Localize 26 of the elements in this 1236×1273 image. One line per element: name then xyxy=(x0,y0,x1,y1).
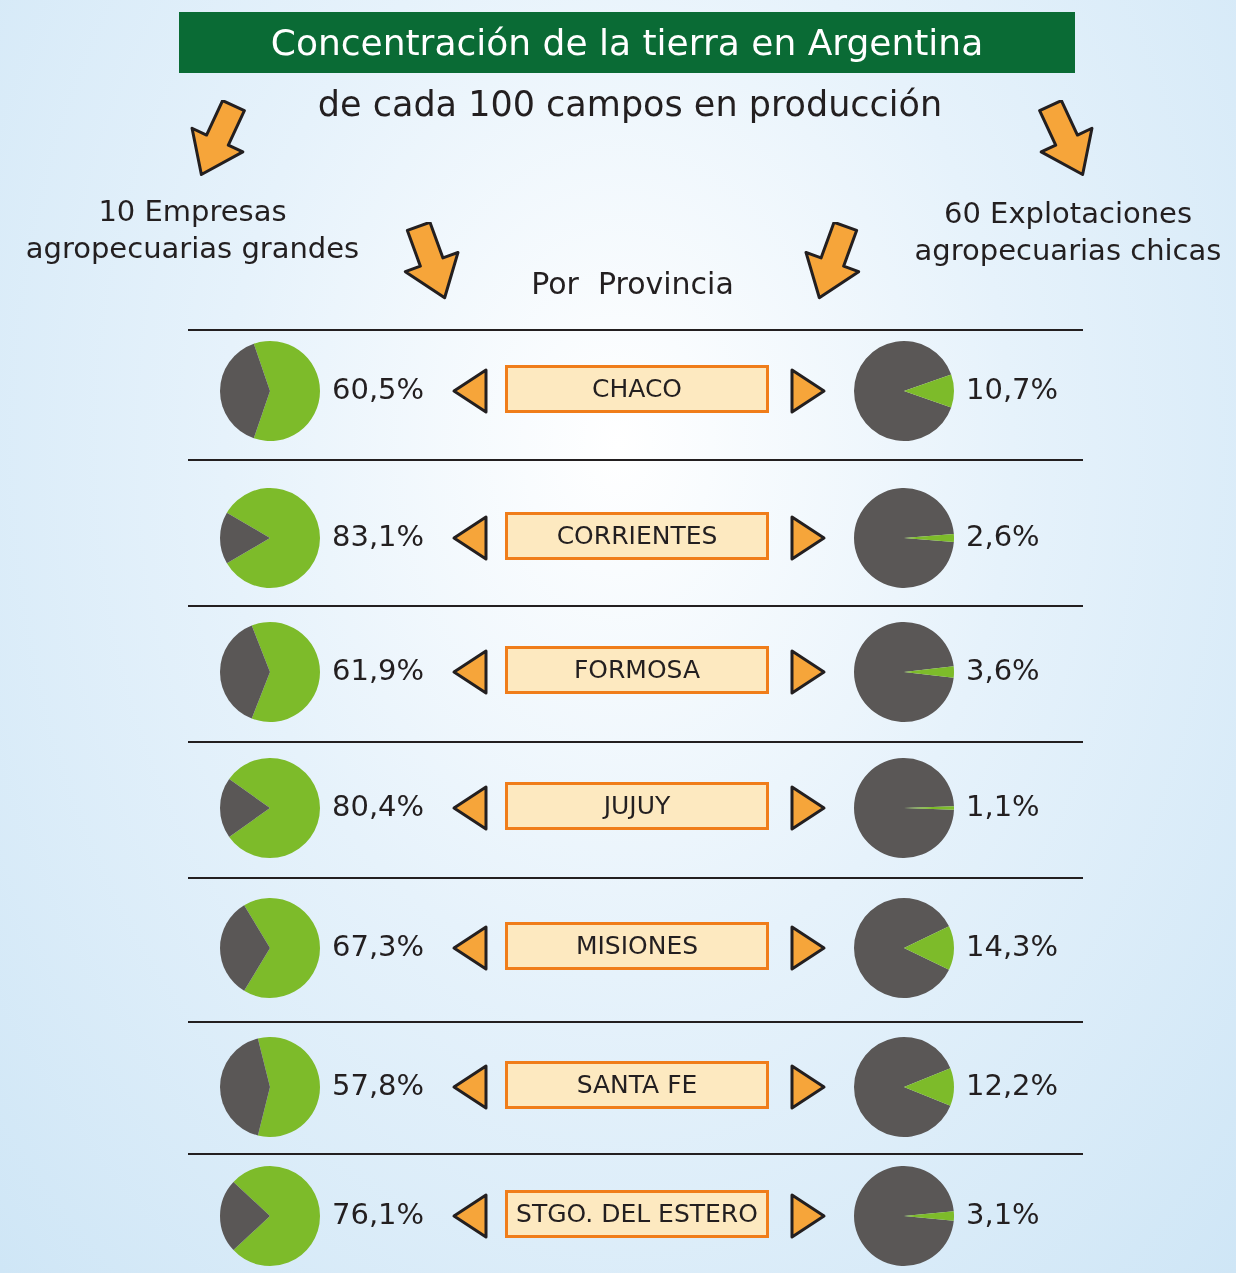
text: Concentración de la tierra en Argentina xyxy=(179,12,1075,73)
data-label: 14,3% xyxy=(966,928,1059,963)
text: de cada 100 campos en producción xyxy=(316,84,944,124)
data-label: 57,8% xyxy=(332,1067,425,1102)
text: 10 Empresas agropecuarias grandes xyxy=(24,193,361,267)
text: FORMOSA xyxy=(505,646,769,694)
data-label: 83,1% xyxy=(332,518,425,553)
data-label: 80,4% xyxy=(332,788,425,823)
text: MISIONES xyxy=(505,922,769,970)
data-label: 10,7% xyxy=(966,371,1059,406)
data-label: 2,6% xyxy=(966,518,1040,553)
data-label: 1,1% xyxy=(966,788,1040,823)
data-label: 61,9% xyxy=(332,652,425,687)
text: 60 Explotaciones agropecuarias chicas xyxy=(913,195,1223,269)
text: JUJUY xyxy=(505,782,769,830)
data-label: 12,2% xyxy=(966,1067,1059,1102)
data-label: 60,5% xyxy=(332,371,425,406)
data-label: 76,1% xyxy=(332,1196,425,1231)
data-label: 3,1% xyxy=(966,1196,1040,1231)
text: STGO. DEL ESTERO xyxy=(505,1190,769,1238)
text: SANTA FE xyxy=(505,1061,769,1109)
data-label: 67,3% xyxy=(332,928,425,963)
text: CHACO xyxy=(505,365,769,413)
text: Por Provincia xyxy=(530,265,735,302)
data-label: 3,6% xyxy=(966,652,1040,687)
text: CORRIENTES xyxy=(505,512,769,560)
